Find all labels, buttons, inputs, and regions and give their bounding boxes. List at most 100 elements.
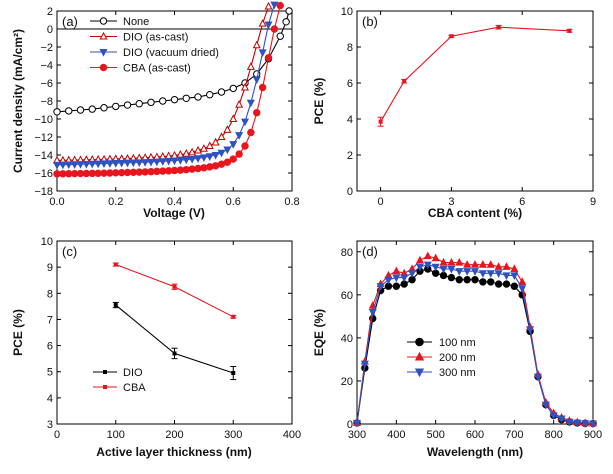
- series-line: [115, 304, 234, 374]
- y-tick-label: 0: [347, 186, 353, 198]
- data-point: [510, 264, 519, 273]
- data-point: [378, 119, 383, 124]
- x-axis-label: Voltage (V): [143, 206, 205, 220]
- y-tick-label: 10: [41, 236, 53, 248]
- panel-label: (d): [362, 244, 378, 259]
- data-point: [463, 276, 471, 284]
- data-point: [82, 160, 91, 169]
- data-point: [431, 253, 440, 262]
- data-point: [206, 163, 214, 171]
- data-point: [141, 159, 150, 167]
- x-tick-label: 600: [466, 429, 484, 441]
- data-point: [64, 161, 73, 170]
- y-tick-label: −4: [40, 60, 53, 72]
- chart-panel-3: 0 100 200 300 400 3 4 5 6 7 8 9 10 Active layer thick…: [11, 236, 301, 459]
- x-axis-label: Active layer thickness (nm): [96, 445, 251, 459]
- x-tick-label: 400: [387, 429, 405, 441]
- series-line: [56, 10, 290, 113]
- data-point: [510, 282, 519, 290]
- data-point: [455, 257, 464, 266]
- y-tick-label: 6: [347, 78, 353, 90]
- data-point: [246, 99, 255, 108]
- data-point: [439, 265, 448, 274]
- data-point: [229, 141, 238, 149]
- data-point: [470, 268, 480, 276]
- data-point: [159, 97, 167, 105]
- data-point: [147, 98, 155, 107]
- data-point: [455, 268, 464, 276]
- data-point: [170, 157, 179, 166]
- data-point: [439, 257, 448, 266]
- data-point: [76, 106, 85, 114]
- series-line: [115, 264, 234, 318]
- data-point: [541, 401, 550, 410]
- y-tick-label: 2: [347, 150, 353, 162]
- legend-label: 100 nm: [439, 337, 476, 349]
- y-tick-label: −16: [34, 168, 53, 180]
- data-point: [194, 164, 202, 173]
- legend-label: 200 nm: [439, 352, 476, 364]
- legend-marker: [415, 337, 424, 347]
- x-tick-label: 0.8: [284, 196, 299, 208]
- data-point: [172, 284, 177, 289]
- data-point: [565, 418, 574, 427]
- data-point: [217, 149, 226, 158]
- data-point: [229, 114, 238, 123]
- data-point: [258, 19, 267, 27]
- legend-marker: [414, 351, 425, 361]
- data-point: [53, 108, 61, 116]
- data-point: [229, 84, 237, 93]
- data-point: [188, 147, 197, 156]
- legend-marker: [99, 63, 108, 72]
- data-point: [282, 18, 290, 26]
- data-point: [518, 277, 527, 285]
- plot-frame: [56, 240, 293, 425]
- x-axis-label: CBA content (%): [428, 206, 522, 220]
- legend-label: DIO (vacuum dried): [123, 47, 219, 59]
- data-point: [112, 102, 120, 111]
- data-point: [447, 265, 456, 274]
- data-point: [415, 263, 424, 272]
- data-point: [199, 154, 208, 163]
- data-point: [510, 272, 519, 281]
- legend-label: None: [123, 16, 149, 28]
- data-point: [223, 125, 232, 133]
- x-tick-label: 900: [584, 429, 602, 441]
- data-point: [285, 7, 293, 15]
- data-point: [241, 142, 249, 150]
- data-point: [129, 159, 138, 168]
- data-point: [146, 158, 156, 167]
- x-tick-label: 0.4: [167, 196, 182, 208]
- y-tick-label: 4: [47, 393, 53, 405]
- legend-label: CBA (as-cast): [123, 63, 191, 75]
- data-point: [276, 1, 284, 10]
- data-point: [152, 158, 161, 167]
- data-point: [502, 272, 511, 281]
- data-point: [199, 144, 208, 152]
- plot-frame: [356, 10, 594, 192]
- y-tick-label: 20: [341, 376, 353, 388]
- data-point: [88, 160, 97, 169]
- data-point: [94, 160, 103, 169]
- legend-label: DIO (as-cast): [123, 32, 188, 44]
- data-point: [455, 276, 463, 284]
- data-point: [211, 151, 220, 160]
- data-point: [392, 282, 401, 290]
- data-point: [158, 158, 167, 166]
- data-point: [581, 420, 590, 428]
- data-point: [487, 278, 495, 286]
- data-point: [502, 262, 511, 270]
- data-point: [479, 278, 487, 286]
- data-point: [449, 34, 454, 39]
- data-point: [494, 270, 503, 278]
- x-tick-label: 0: [378, 196, 384, 208]
- legend-marker: [99, 17, 108, 25]
- x-tick-label: 0.6: [226, 196, 241, 208]
- y-tick-label: 2: [47, 6, 53, 18]
- data-point: [170, 95, 179, 104]
- series-dio: [112, 301, 237, 381]
- data-point: [400, 274, 409, 283]
- data-point: [486, 260, 495, 268]
- series-line: [380, 26, 570, 122]
- data-point: [182, 94, 190, 103]
